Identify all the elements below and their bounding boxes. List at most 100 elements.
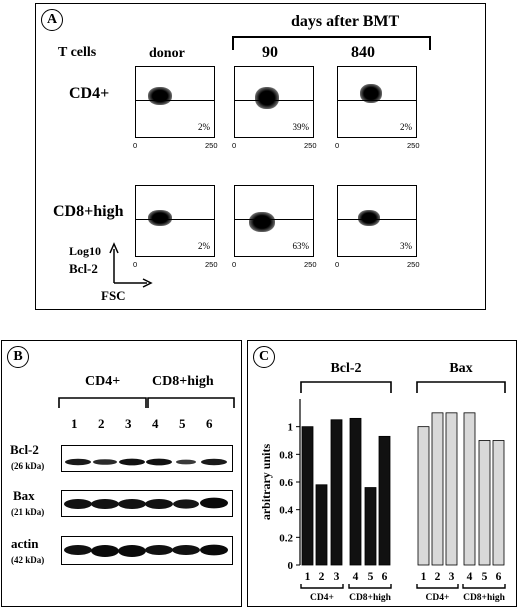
- bar-bax-lane-3: [445, 412, 458, 566]
- tick-zero: 0: [335, 141, 340, 150]
- bar-bax-lane-2: [431, 412, 444, 566]
- tick-zero: 0: [133, 260, 138, 269]
- flow-plot-cd4-day840: 2%: [337, 66, 417, 138]
- tick-250: 250: [205, 260, 218, 269]
- percent-label: 2%: [198, 241, 210, 251]
- flow-plot-cd8-day90: 63%: [234, 185, 314, 257]
- x-tick-label: 4: [353, 571, 359, 583]
- row-cd8-label: CD8+high: [53, 203, 123, 221]
- tick-250: 250: [407, 141, 420, 150]
- tick-zero: 0: [335, 260, 340, 269]
- tick-250: 250: [304, 141, 317, 150]
- lane-number: 5: [179, 416, 186, 431]
- blot-kda-actin: (42 kDa): [11, 555, 45, 565]
- event-cluster: [255, 87, 279, 109]
- event-cluster: [249, 212, 275, 232]
- event-cluster: [148, 210, 172, 226]
- event-cluster: [360, 84, 382, 103]
- subgroup-bracket: [462, 584, 506, 589]
- x-tick-label: 5: [368, 571, 374, 583]
- x-tick-label: 6: [496, 571, 502, 583]
- blot-label-bax: Bax: [13, 488, 35, 503]
- tick-zero: 0: [133, 141, 138, 150]
- blot-strip-bcl2: [61, 445, 233, 472]
- col-donor: donor: [149, 46, 185, 61]
- axis-key-bcl2: Bcl-2: [69, 261, 98, 276]
- row-cd4-text: CD4+: [69, 85, 110, 102]
- lane-number: 3: [125, 416, 132, 431]
- group-cd8-label: CD8+high: [152, 374, 214, 389]
- x-tick-label: 5: [482, 571, 488, 583]
- event-cluster: [358, 210, 380, 226]
- group-title: Bax: [449, 361, 472, 376]
- row-cd8-text: CD8+high: [53, 203, 124, 220]
- y-axis-label: arbitrary units: [259, 444, 273, 521]
- x-tick-label: 2: [435, 571, 441, 583]
- bar-bcl2-lane-6: [378, 435, 391, 566]
- axis-key-arrows: [109, 242, 153, 288]
- col-day-90: 90: [262, 44, 278, 61]
- blot-strip-actin: [61, 536, 233, 565]
- x-tick-label: 3: [334, 571, 340, 583]
- y-tick-label: 0: [288, 560, 294, 572]
- subgroup-bracket: [300, 584, 344, 589]
- subgroup-label: CD8+high: [463, 593, 506, 603]
- subgroup-label: CD8+high: [349, 593, 392, 603]
- tick-250: 250: [205, 141, 218, 150]
- blot-label-bcl2: Bcl-2: [10, 442, 39, 457]
- flow-plot-cd4-donor: 2%: [135, 66, 215, 138]
- bar-bcl2-lane-4: [349, 417, 362, 566]
- group-cd4-label: CD4+: [85, 374, 121, 389]
- event-cluster: [148, 87, 172, 105]
- col-day-840: 840: [351, 44, 375, 61]
- flow-plot-cd8-day840: 3%: [337, 185, 417, 257]
- days-bracket: [232, 36, 431, 50]
- axis-key-fsc: FSC: [101, 288, 126, 303]
- blot-bands-bcl2: [65, 458, 227, 466]
- group-brackets: [58, 397, 235, 408]
- bar-bcl2-lane-1: [301, 426, 314, 566]
- bar-bcl2-lane-2: [315, 484, 328, 566]
- y-tick-label: 0.6: [279, 477, 293, 489]
- t-cells-label: T cells: [58, 45, 97, 60]
- bar-bax-lane-4: [463, 412, 476, 566]
- panel-c-badge: C: [253, 346, 275, 368]
- bar-bax-lane-6: [492, 440, 505, 566]
- subgroup-label: CD4+: [310, 593, 334, 603]
- percent-label: 2%: [198, 122, 210, 132]
- x-tick-label: 2: [319, 571, 325, 583]
- subgroup-bracket: [348, 584, 392, 589]
- blot-kda-bax: (21 kDa): [11, 507, 45, 517]
- x-tick-label: 1: [305, 571, 311, 583]
- tick-250: 250: [407, 260, 420, 269]
- blot-bands-actin: [64, 544, 228, 557]
- gate-line: [136, 219, 214, 220]
- y-tick-label: 1: [288, 422, 294, 434]
- blot-kda-bcl2: (26 kDa): [11, 461, 45, 471]
- lane-number: 2: [98, 416, 105, 431]
- percent-label: 3%: [400, 241, 412, 251]
- days-after-bmt-label: days after BMT: [291, 13, 400, 30]
- subgroup-label: CD4+: [426, 593, 450, 603]
- group-title: Bcl-2: [330, 361, 361, 376]
- y-tick-label: 0.4: [279, 505, 293, 517]
- lane-number: 6: [206, 416, 213, 431]
- y-tick-label: 0.8: [279, 449, 293, 461]
- blot-bands-bax: [64, 497, 228, 509]
- row-cd4-label: CD4+: [69, 85, 109, 103]
- blot-label-actin: actin: [11, 536, 39, 551]
- panel-a-badge: A: [41, 9, 63, 31]
- panel-a: A days after BMT T cells donor 90 840 CD…: [35, 3, 486, 310]
- x-tick-label: 3: [449, 571, 455, 583]
- x-tick-label: 1: [421, 571, 427, 583]
- tick-zero: 0: [232, 141, 237, 150]
- percent-label: 63%: [292, 241, 310, 251]
- group-bracket: [416, 381, 506, 393]
- subgroup-bracket: [416, 584, 459, 589]
- panel-b: B CD4+ CD8+high 1 2 3 4 5 6 Bcl-2 (26 kD…: [1, 340, 242, 607]
- bar-bcl2-lane-3: [330, 419, 343, 566]
- group-bracket: [300, 381, 392, 393]
- y-tick-label: 0.2: [279, 532, 293, 544]
- panel-c: C 0 0.2 0.4 0.6 0.8 1 arbitrary units 1 2 3 4 5 6 Bcl…: [247, 340, 517, 607]
